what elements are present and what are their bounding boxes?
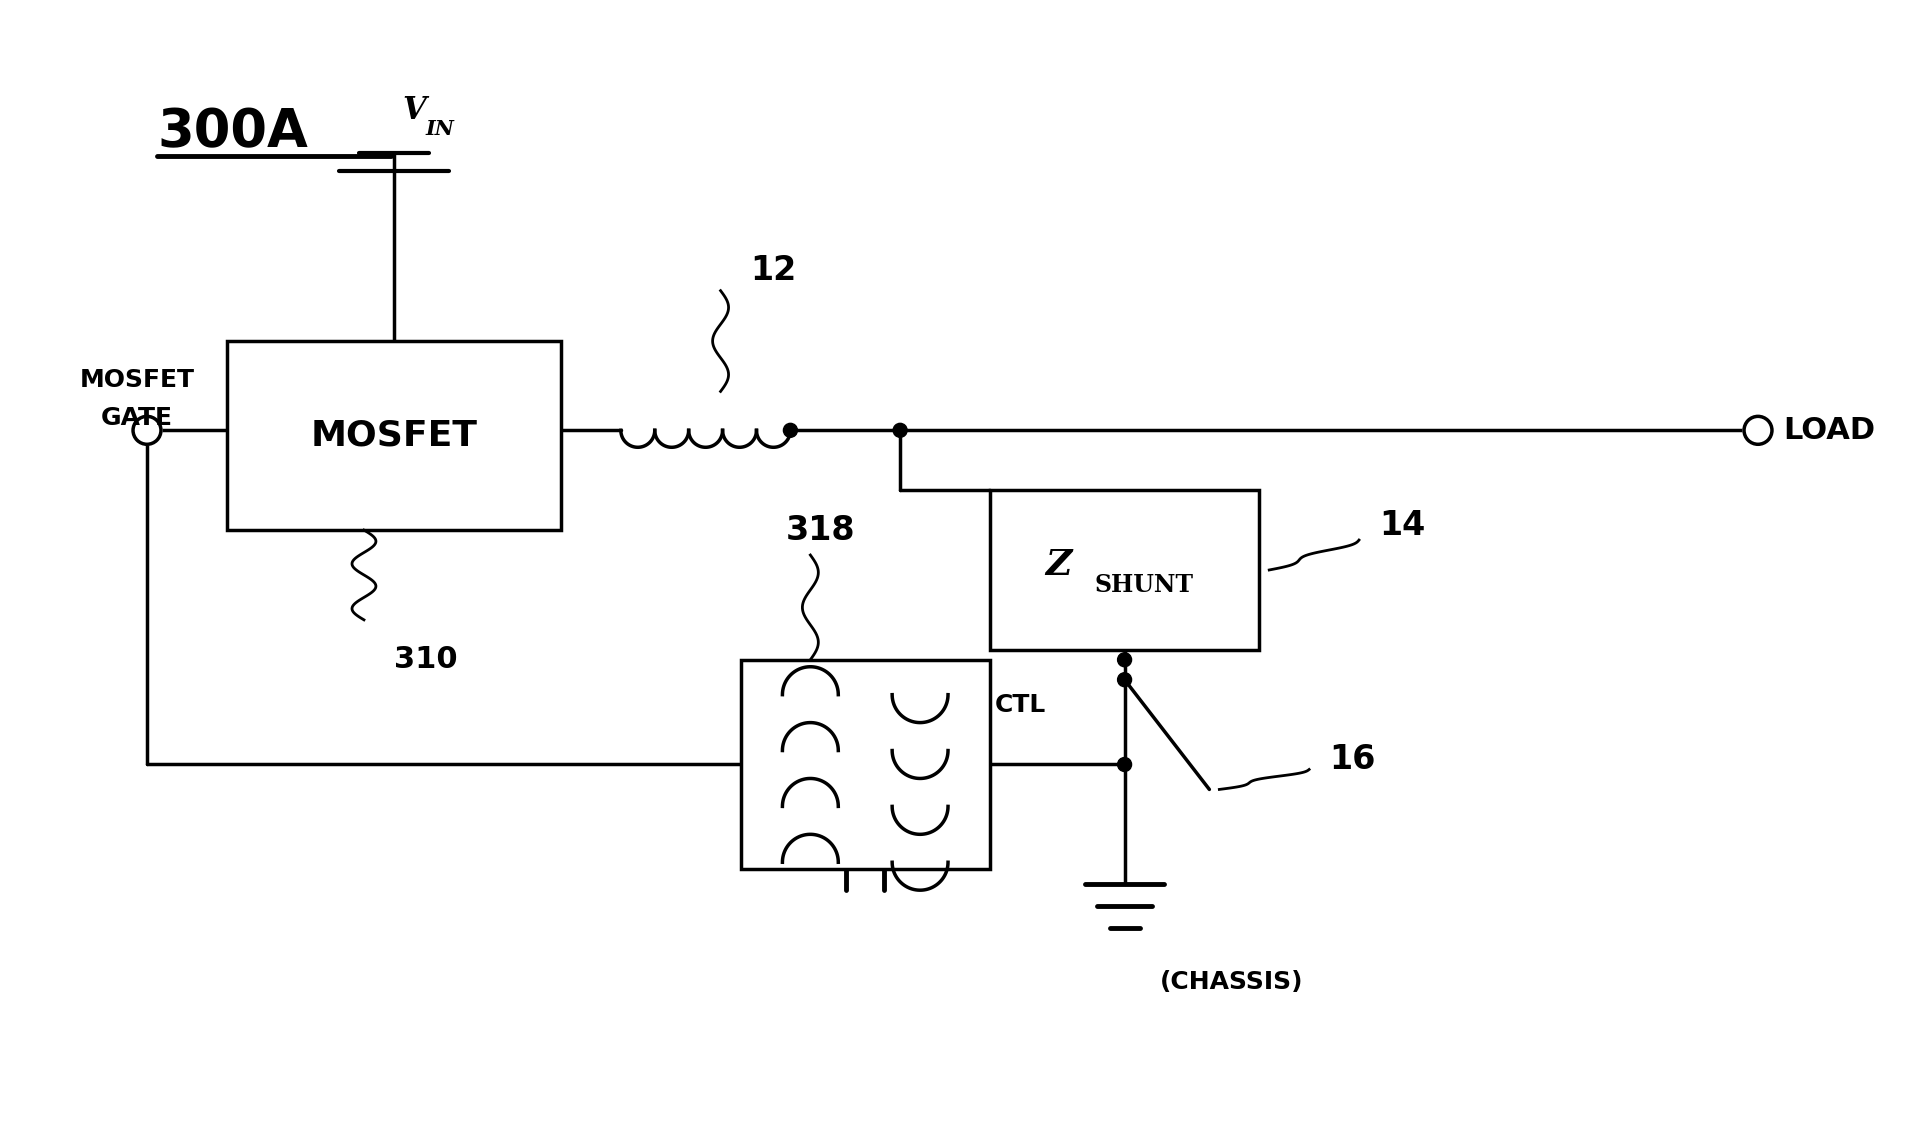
Text: 300A: 300A xyxy=(157,107,307,158)
Text: V: V xyxy=(403,95,426,126)
Text: CTL: CTL xyxy=(995,693,1046,716)
Text: 310: 310 xyxy=(393,645,458,674)
Text: 318: 318 xyxy=(785,513,855,547)
Text: Z: Z xyxy=(1044,548,1071,582)
Bar xyxy=(741,659,991,869)
Circle shape xyxy=(134,417,160,445)
Text: IN: IN xyxy=(426,119,454,139)
Bar xyxy=(991,490,1260,650)
Text: SHUNT: SHUNT xyxy=(1094,573,1193,597)
Circle shape xyxy=(783,423,798,437)
Text: LOAD: LOAD xyxy=(1783,416,1875,445)
Circle shape xyxy=(1745,417,1772,445)
Text: GATE: GATE xyxy=(101,407,174,430)
Text: 16: 16 xyxy=(1329,743,1376,776)
Text: MOSFET: MOSFET xyxy=(80,368,195,392)
Circle shape xyxy=(1117,673,1132,686)
Circle shape xyxy=(1117,758,1132,772)
Text: 12: 12 xyxy=(750,254,796,287)
Text: 14: 14 xyxy=(1378,509,1426,541)
Text: (CHASSIS): (CHASSIS) xyxy=(1159,970,1304,994)
Circle shape xyxy=(1117,652,1132,667)
Circle shape xyxy=(893,423,907,437)
Text: MOSFET: MOSFET xyxy=(311,418,477,453)
Bar xyxy=(227,340,561,530)
